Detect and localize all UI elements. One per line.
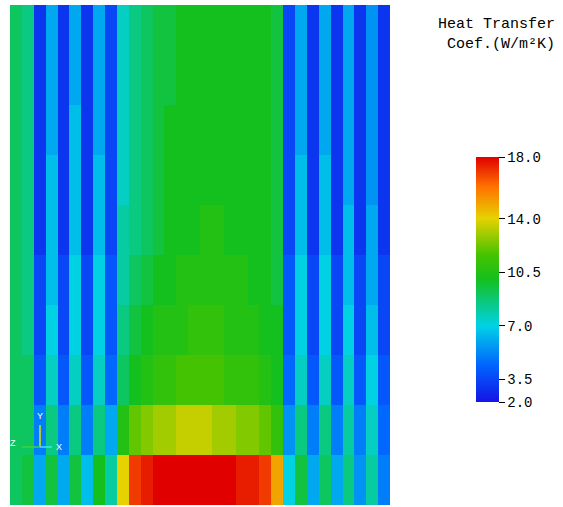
svg-text:18.0: 18.0 (507, 150, 541, 166)
svg-text:2.0: 2.0 (507, 395, 532, 411)
svg-text:3.5: 3.5 (507, 372, 532, 388)
svg-text:Z: Z (10, 438, 16, 448)
svg-text:Heat TransferCoef.(W/m²K): Heat TransferCoef.(W/m²K) (438, 16, 555, 53)
svg-text:X: X (56, 442, 62, 452)
svg-text:10.5: 10.5 (507, 265, 541, 281)
svg-text:7.0: 7.0 (507, 319, 532, 335)
svg-text:14.0: 14.0 (507, 212, 541, 228)
svg-text:Y: Y (37, 411, 43, 421)
